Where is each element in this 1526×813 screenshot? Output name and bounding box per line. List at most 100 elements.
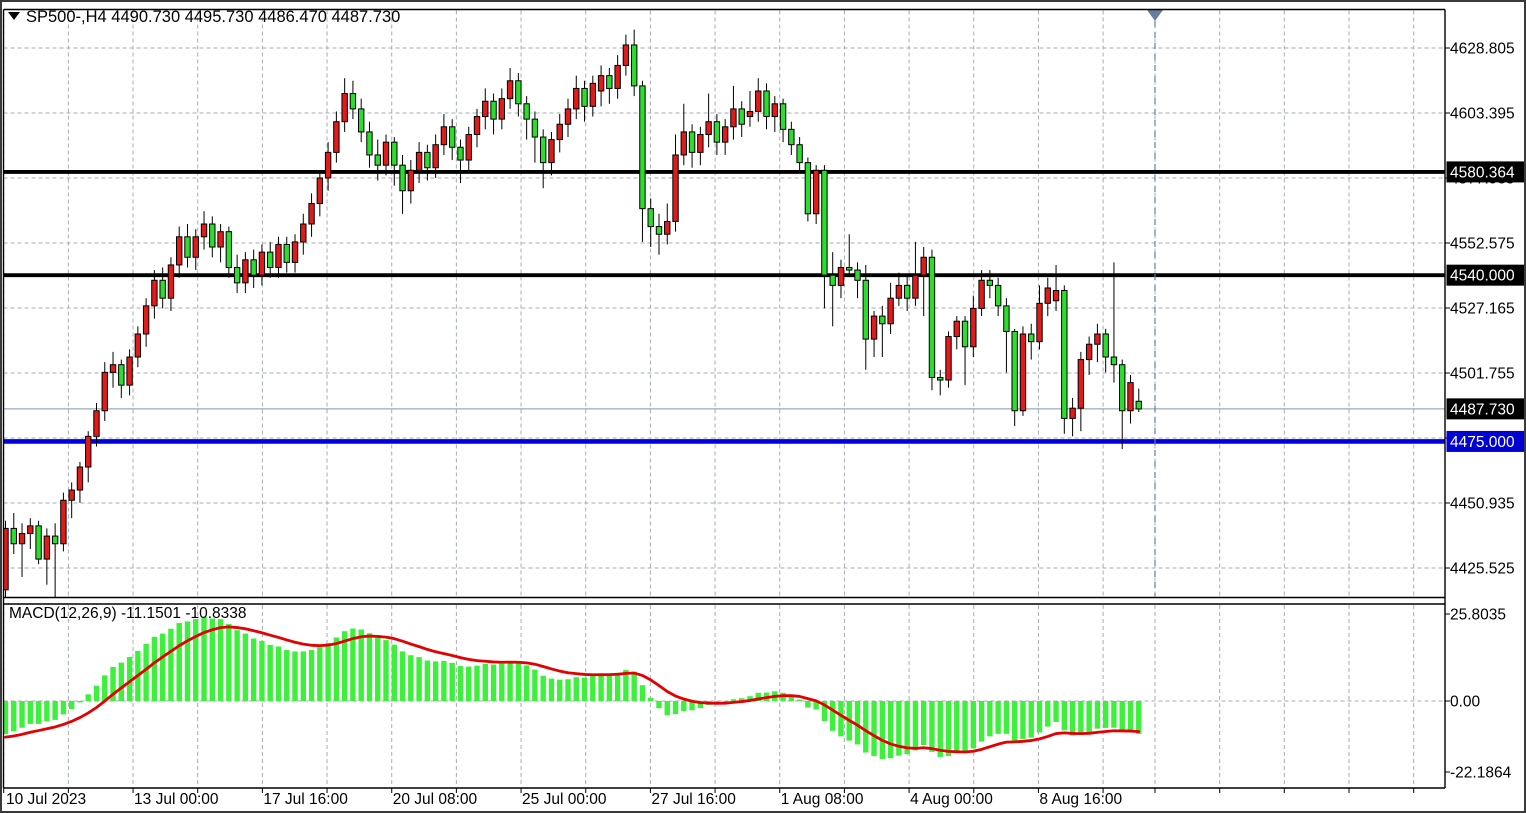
candle-bull — [498, 98, 506, 120]
macd-histogram-bar — [672, 701, 679, 715]
macd-histogram-bar — [424, 660, 431, 701]
candle-bull — [1085, 343, 1093, 361]
macd-histogram-bar — [52, 701, 58, 720]
macd-histogram-bar — [350, 628, 356, 701]
price-tick-label: 4450.935 — [1450, 495, 1515, 512]
candle-bull — [812, 169, 820, 215]
macd-histogram-bar — [77, 701, 83, 703]
macd-histogram-bar — [449, 662, 455, 701]
candle-bear — [1028, 333, 1035, 343]
macd-tick-label: -22.1864 — [1450, 765, 1512, 782]
candle-bull — [573, 87, 580, 110]
price-tick-label: 4501.755 — [1450, 365, 1515, 382]
candle-bull — [664, 220, 671, 235]
macd-histogram-bar — [375, 637, 381, 701]
horizontal-level-lines — [3, 170, 1445, 444]
price-badge-label: 4540.000 — [1450, 268, 1515, 285]
price-badge-label: 4580.364 — [1450, 164, 1515, 181]
price-axis[interactable]: 4628.8054603.3954577.9854552.5754527.165… — [1445, 41, 1526, 782]
macd-histogram-bar — [1061, 701, 1068, 731]
macd-histogram-bar — [11, 701, 17, 732]
candle-bull — [440, 126, 448, 146]
candle-bull — [200, 223, 208, 238]
macd-histogram-bar — [1003, 701, 1010, 734]
price-tick-label: 4552.575 — [1450, 236, 1515, 253]
candle-bear — [490, 100, 497, 120]
macd-histogram-bar — [507, 661, 513, 701]
candle-bear — [424, 151, 431, 169]
macd-histogram-bar — [118, 662, 125, 701]
macd-histogram-bar — [945, 701, 952, 757]
candle-bear — [796, 144, 803, 164]
macd-histogram-bar — [590, 676, 596, 701]
macd-histogram-bar — [226, 624, 232, 701]
macd-histogram-bar — [581, 677, 588, 701]
macd-histogram-bar — [184, 621, 191, 701]
current-bar-triangle-icon[interactable] — [1147, 10, 1163, 21]
candle-bull — [548, 139, 555, 164]
macd-histogram-bar — [19, 701, 25, 728]
macd-histogram-bar — [978, 701, 985, 742]
candle-bear — [779, 103, 787, 130]
macd-histogram-bar — [664, 701, 670, 716]
macd-tick-label: 0.00 — [1450, 694, 1481, 711]
macd-histogram-bar — [159, 633, 166, 701]
macd-histogram-bar — [557, 679, 563, 701]
candle-bull — [258, 251, 266, 276]
macd-histogram-bar — [1011, 701, 1018, 742]
candle-bear — [738, 108, 745, 125]
macd-histogram-bar — [399, 651, 406, 701]
time-axis[interactable]: 10 Jul 2023 13 Jul 00:00 17 Jul 16:00 20 Ju… — [3, 788, 1415, 808]
candle-bear — [639, 85, 646, 210]
candle-bear — [928, 256, 936, 378]
macd-histogram-bar — [85, 694, 91, 701]
macd-histogram-bar — [1078, 701, 1084, 735]
macd-histogram-bar — [110, 666, 116, 701]
candle-bull — [324, 151, 332, 179]
macd-series — [3, 617, 1142, 760]
candle-bear — [366, 131, 373, 156]
macd-histogram-bar — [920, 701, 927, 746]
macd-histogram-bar — [1111, 701, 1117, 728]
macd-histogram-bar — [515, 662, 522, 701]
macd-histogram-bar — [887, 701, 894, 759]
macd-histogram-bar — [1102, 701, 1109, 728]
macd-histogram-bar — [995, 701, 1001, 734]
macd-histogram-bar — [201, 617, 207, 701]
price-tick-label: 4527.165 — [1450, 301, 1515, 318]
candle-bull — [68, 489, 75, 501]
candle-bull — [589, 82, 597, 107]
symbol-dropdown-icon[interactable] — [8, 12, 20, 20]
macd-histogram-bar — [1053, 701, 1059, 722]
candle-bull — [1127, 382, 1134, 412]
candle-bull — [672, 154, 679, 222]
candle-bear — [523, 103, 530, 120]
candle-bull — [382, 141, 390, 166]
candle-bull — [1052, 290, 1060, 302]
candle-bear — [961, 320, 969, 348]
candle-bull — [895, 284, 903, 299]
candle-bull — [1019, 333, 1027, 412]
macd-histogram-bar — [284, 650, 290, 701]
candle-bear — [581, 87, 588, 107]
price-badge — [1446, 161, 1526, 183]
candle-bull — [142, 305, 150, 335]
candle-bull — [43, 535, 51, 560]
macd-histogram-bar — [697, 701, 704, 709]
candle-bear — [630, 44, 638, 87]
current-bar-marker[interactable] — [1147, 10, 1163, 597]
macd-histogram-bar — [151, 636, 158, 701]
time-axis-label: 4 Aug 00:00 — [910, 791, 993, 808]
time-axis-label: 1 Aug 08:00 — [781, 791, 864, 808]
candle-bull — [597, 75, 605, 92]
macd-histogram-bar — [1094, 701, 1101, 729]
macd-histogram-bar — [1020, 701, 1026, 739]
candle-bear — [1011, 330, 1018, 412]
macd-histogram-bar — [1136, 701, 1142, 734]
candle-bull — [432, 144, 439, 169]
macd-histogram-bar — [523, 665, 530, 701]
candle-bull — [755, 90, 762, 112]
candle-bull — [291, 241, 299, 263]
